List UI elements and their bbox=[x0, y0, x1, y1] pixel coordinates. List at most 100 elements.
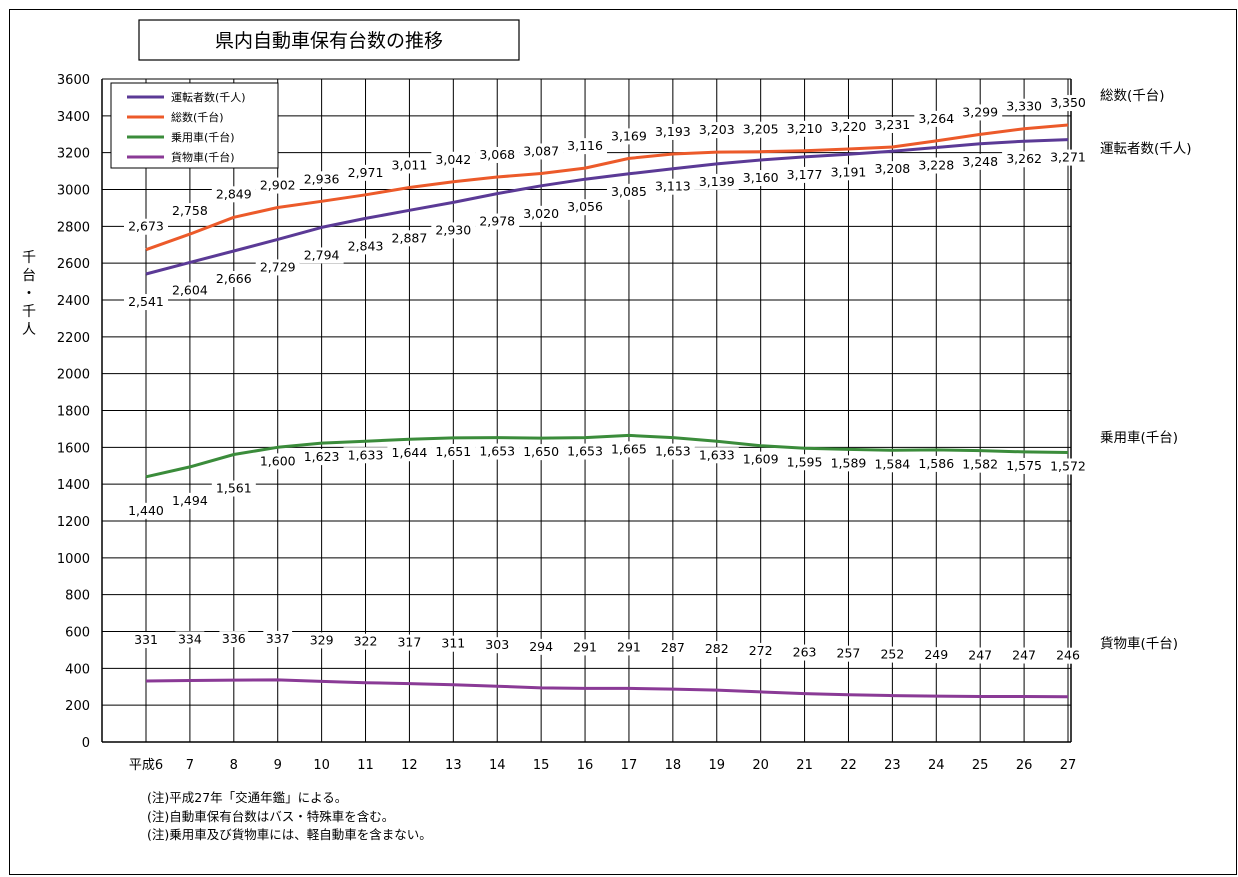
footnote: (注)乗用車及び貨物車には、軽自動車を含まない。 bbox=[147, 827, 432, 842]
data-label: 1,653 bbox=[479, 444, 515, 459]
data-label: 1,600 bbox=[260, 453, 296, 468]
data-label-bg bbox=[1002, 98, 1047, 115]
x-tick-label: 11 bbox=[357, 758, 374, 773]
x-tick-label: 21 bbox=[796, 758, 813, 773]
x-tick-label: 25 bbox=[972, 758, 989, 773]
data-label-bg bbox=[387, 157, 432, 174]
data-label: 2,758 bbox=[172, 203, 208, 218]
series-end-label: 乗用車(千台) bbox=[1100, 430, 1178, 446]
data-label-bg bbox=[299, 171, 344, 188]
data-label-bg bbox=[782, 120, 827, 137]
data-label-bg bbox=[175, 631, 205, 648]
x-tick-label: 22 bbox=[840, 758, 857, 773]
data-label: 3,271 bbox=[1050, 150, 1086, 165]
data-label-bg bbox=[1002, 457, 1047, 474]
data-label: 2,849 bbox=[216, 186, 252, 201]
data-label: 329 bbox=[310, 632, 334, 647]
data-label: 3,248 bbox=[962, 154, 998, 169]
data-label: 322 bbox=[354, 634, 378, 649]
data-label-bg bbox=[211, 480, 256, 497]
y-tick-label: 2800 bbox=[57, 220, 90, 235]
data-label-bg bbox=[351, 633, 380, 650]
x-tick-label: 27 bbox=[1060, 758, 1077, 773]
data-label: 1,653 bbox=[655, 444, 691, 459]
data-label-bg bbox=[914, 110, 959, 127]
data-labels: 2,541 2,604 2,666 2,729 2,794 2,843 2,887 2,930… bbox=[124, 95, 1090, 664]
data-label-bg bbox=[343, 238, 388, 255]
series-line bbox=[145, 123, 1069, 252]
data-label: 272 bbox=[749, 643, 773, 658]
data-label-bg bbox=[299, 449, 344, 466]
data-label: 3,011 bbox=[392, 157, 428, 172]
data-label-bg bbox=[606, 128, 651, 145]
data-label: 1,665 bbox=[611, 441, 647, 456]
data-label-bg bbox=[958, 104, 1003, 121]
data-label-bg bbox=[563, 138, 608, 155]
data-label-bg bbox=[790, 644, 819, 661]
data-label: 3,193 bbox=[655, 124, 691, 139]
data-label: 3,264 bbox=[918, 111, 954, 126]
data-label: 1,586 bbox=[918, 456, 954, 471]
data-label-bg bbox=[431, 222, 476, 239]
data-label: 303 bbox=[485, 637, 509, 652]
data-label-bg bbox=[482, 637, 512, 654]
data-label: 257 bbox=[837, 646, 861, 661]
data-label-bg bbox=[606, 183, 651, 200]
y-tick-label: 3400 bbox=[57, 110, 90, 125]
data-label: 3,068 bbox=[479, 147, 515, 162]
data-label: 336 bbox=[222, 631, 246, 646]
data-label: 2,971 bbox=[348, 165, 384, 180]
data-label: 249 bbox=[924, 647, 948, 662]
data-label: 263 bbox=[793, 645, 817, 660]
x-tick-label: 24 bbox=[928, 758, 945, 773]
legend-label: 乗用車(千台) bbox=[171, 130, 235, 144]
x-tick-label: 10 bbox=[313, 758, 330, 773]
data-label-bg bbox=[870, 161, 915, 178]
data-label: 1,572 bbox=[1050, 458, 1086, 473]
data-label-bg bbox=[650, 123, 695, 140]
data-label-bg bbox=[658, 640, 688, 657]
data-label-bg bbox=[263, 630, 293, 647]
series-end-label: 貨物車(千台) bbox=[1100, 635, 1178, 652]
legend: 運転者数(千人) 総数(千台) 乗用車(千台) 貨物車(千台) bbox=[110, 82, 279, 169]
data-label-bg bbox=[870, 116, 915, 133]
data-label-bg bbox=[167, 282, 212, 299]
data-label-bg bbox=[914, 157, 959, 174]
data-label: 1,650 bbox=[523, 444, 559, 459]
data-label: 3,262 bbox=[1006, 151, 1042, 166]
x-tick-label: 15 bbox=[533, 758, 550, 773]
data-label: 3,113 bbox=[655, 179, 691, 194]
data-label-bg bbox=[387, 230, 432, 247]
data-label: 3,231 bbox=[874, 117, 910, 132]
data-label-bg bbox=[167, 492, 212, 509]
data-label: 294 bbox=[529, 639, 553, 654]
y-tick-label: 2600 bbox=[57, 257, 90, 272]
data-label: 291 bbox=[617, 639, 641, 654]
x-tick-label: 23 bbox=[884, 758, 901, 773]
data-label-bg bbox=[299, 247, 344, 264]
data-label: 3,220 bbox=[831, 119, 867, 134]
data-label-bg bbox=[650, 178, 695, 195]
data-label: 2,936 bbox=[304, 171, 340, 186]
data-label: 2,902 bbox=[260, 178, 296, 193]
data-label: 247 bbox=[1012, 648, 1036, 663]
data-label-bg bbox=[255, 177, 300, 194]
data-label: 2,843 bbox=[348, 238, 384, 253]
data-label: 3,299 bbox=[962, 104, 998, 119]
data-label: 246 bbox=[1056, 648, 1080, 663]
data-label: 3,205 bbox=[743, 122, 779, 137]
data-label-bg bbox=[475, 213, 520, 230]
y-tick-label: 400 bbox=[65, 662, 90, 677]
x-tick-label: 20 bbox=[752, 758, 769, 773]
series-layer bbox=[145, 123, 1069, 699]
data-label: 3,169 bbox=[611, 128, 647, 143]
data-label: 3,210 bbox=[787, 121, 823, 136]
y-axis-label: 千台・千人 bbox=[22, 250, 36, 338]
data-label-bg bbox=[606, 441, 651, 458]
footnotes: (注)平成27年「交通年鑑」による。 (注)自動車保有台数はバス・特殊車を含む。… bbox=[147, 789, 432, 845]
data-label: 1,561 bbox=[216, 481, 252, 496]
data-label-bg bbox=[307, 632, 337, 649]
data-label-bg bbox=[519, 205, 564, 222]
footnote: (注)平成27年「交通年鑑」による。 bbox=[147, 790, 348, 805]
